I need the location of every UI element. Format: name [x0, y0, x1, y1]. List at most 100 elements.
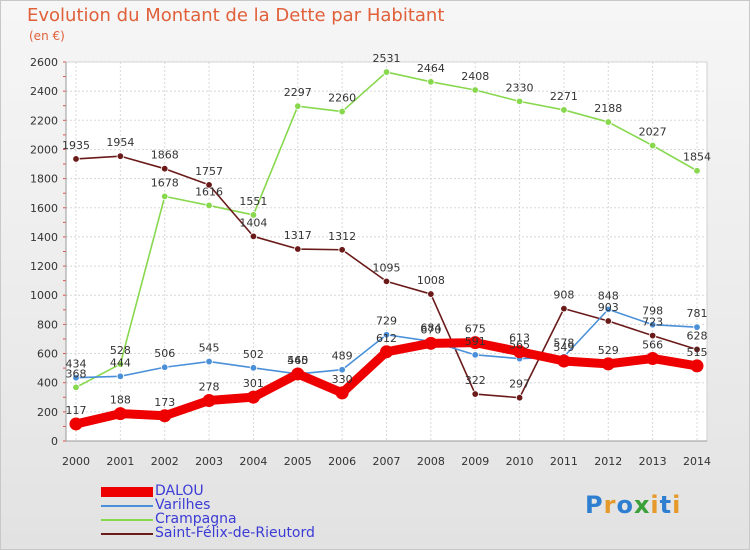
data-label: 117	[66, 404, 87, 417]
data-point	[116, 360, 125, 368]
x-tick-label: 2005	[284, 455, 312, 468]
data-label: 1095	[373, 261, 401, 274]
data-label: 2188	[594, 102, 622, 115]
data-label: 566	[642, 338, 663, 351]
data-point	[604, 317, 612, 325]
data-point	[690, 359, 704, 373]
data-label: 1616	[195, 185, 223, 198]
y-tick-label: 200	[37, 406, 58, 419]
data-label: 591	[465, 335, 486, 348]
data-point	[560, 304, 568, 313]
data-label: 565	[509, 339, 530, 352]
data-label: 613	[509, 332, 530, 345]
x-tick-label: 2007	[373, 455, 401, 468]
data-point	[246, 390, 260, 404]
x-tick-label: 2011	[550, 455, 578, 468]
y-tick-label: 1000	[30, 289, 58, 302]
data-label: 506	[154, 347, 175, 360]
data-label: 2271	[550, 90, 578, 103]
data-point	[471, 390, 479, 398]
data-label: 2464	[417, 62, 445, 75]
data-point	[338, 246, 346, 254]
data-point	[468, 336, 482, 350]
data-label: 1317	[284, 229, 312, 242]
x-tick-label: 2001	[106, 455, 134, 468]
data-label: 368	[66, 367, 87, 380]
data-point	[515, 97, 524, 106]
data-label: 578	[553, 337, 574, 350]
data-label: 1935	[62, 139, 90, 152]
data-point	[604, 118, 612, 126]
data-point	[161, 363, 169, 371]
data-label: 173	[154, 396, 175, 409]
data-label: 1312	[328, 230, 356, 243]
data-point	[338, 107, 346, 116]
data-label: 1868	[151, 149, 179, 162]
data-point	[557, 354, 571, 368]
data-label: 684	[420, 321, 441, 334]
data-point	[249, 364, 258, 372]
data-label: 2260	[328, 92, 356, 105]
legend-label-crampagna: Crampagna	[155, 511, 237, 527]
data-point	[427, 290, 435, 298]
y-tick-label: 400	[37, 377, 58, 390]
data-label: 2531	[373, 52, 401, 65]
data-point	[249, 232, 258, 241]
data-label: 1678	[151, 176, 179, 189]
data-point	[69, 417, 83, 431]
data-point	[382, 331, 391, 339]
data-point	[382, 68, 391, 76]
data-label: 549	[553, 341, 574, 354]
data-label: 1404	[239, 216, 267, 229]
data-label: 444	[110, 356, 131, 369]
data-point	[471, 86, 479, 94]
data-label: 2027	[639, 126, 667, 139]
data-point	[113, 407, 127, 421]
logo-letter: x	[633, 491, 651, 519]
data-label: 1551	[239, 195, 267, 208]
y-tick-label: 0	[51, 435, 58, 448]
logo-letter: i	[672, 491, 682, 519]
data-label: 781	[687, 307, 708, 320]
x-tick-label: 2006	[328, 455, 356, 468]
data-label: 1008	[417, 274, 445, 287]
x-tick-label: 2010	[506, 455, 534, 468]
data-point	[693, 345, 701, 354]
logo-letter: P	[585, 491, 604, 519]
data-point	[380, 345, 393, 359]
data-label: 729	[376, 315, 397, 328]
logo-letter: t	[659, 491, 673, 519]
x-tick-label: 2000	[62, 455, 90, 468]
data-point	[427, 78, 435, 86]
legend-swatch-dalou	[101, 487, 153, 497]
data-label: 675	[465, 323, 486, 336]
data-label: 278	[199, 380, 220, 393]
y-tick-label: 600	[37, 348, 58, 361]
data-point	[424, 336, 438, 350]
data-point	[205, 357, 213, 366]
data-point	[648, 320, 657, 329]
data-point	[72, 374, 80, 382]
y-tick-label: 1800	[30, 173, 58, 186]
data-point	[471, 351, 479, 359]
logo-letter: o	[616, 491, 634, 519]
data-point	[72, 155, 80, 163]
data-point	[335, 386, 349, 400]
data-label: 670	[420, 323, 441, 336]
data-point	[604, 305, 612, 314]
legend-label-saint-felix: Saint-Félix-de-Rieutord	[155, 525, 315, 541]
data-label: 903	[598, 301, 619, 314]
data-label: 628	[687, 329, 708, 342]
legend-swatch-crampagna	[101, 519, 153, 521]
legend-swatch-varilhes	[101, 505, 153, 507]
x-tick-label: 2013	[639, 455, 667, 468]
y-tick-label: 1200	[30, 260, 58, 273]
x-tick-label: 2009	[461, 455, 489, 468]
data-label: 515	[687, 346, 708, 359]
data-point	[249, 211, 258, 219]
data-point	[648, 141, 657, 150]
data-point	[338, 366, 346, 374]
data-label: 297	[509, 378, 530, 391]
data-point	[116, 372, 125, 380]
